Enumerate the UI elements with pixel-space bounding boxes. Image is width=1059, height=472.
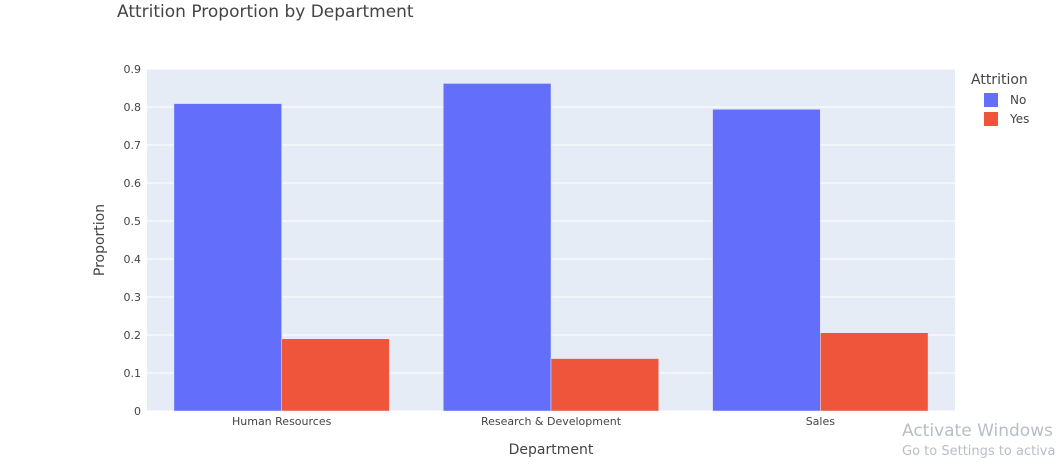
y-tick-label: 0.1	[124, 367, 142, 380]
x-tick-labels: Human Resources Research & Development Sal…	[232, 415, 835, 428]
bar-no-2	[712, 109, 821, 412]
legend-title: Attrition	[971, 72, 1028, 88]
x-axis-label: Department	[509, 442, 594, 458]
legend-item-yes[interactable]: Yes	[1009, 112, 1029, 126]
legend-item-no[interactable]: No	[1010, 93, 1026, 107]
y-tick-label: 0.8	[124, 101, 142, 114]
legend-swatch-no[interactable]	[984, 93, 998, 107]
legend-items: No Yes	[984, 93, 1029, 126]
legend: Attrition No Yes	[971, 72, 1029, 126]
y-tick-label: 0.6	[124, 177, 142, 190]
chart-title: Attrition Proportion by Department	[117, 2, 414, 22]
y-tick-label: 0.3	[124, 291, 142, 304]
x-tick-label: Human Resources	[232, 415, 332, 428]
legend-swatch-yes[interactable]	[984, 112, 998, 126]
y-tick-label: 0.7	[124, 139, 142, 152]
bar-series	[173, 83, 929, 412]
bar-no-0	[173, 103, 282, 412]
y-tick-label: 0.5	[124, 215, 142, 228]
y-tick-label: 0.9	[124, 63, 142, 76]
y-tick-labels: 0 0.1 0.2 0.3 0.4 0.5 0.6 0.7 0.8 0.9	[124, 63, 142, 418]
y-tick-label: 0.4	[124, 253, 142, 266]
y-axis-label: Proportion	[92, 204, 108, 276]
bar-no-1	[443, 83, 552, 412]
bar-yes-2	[820, 332, 929, 412]
y-tick-label: 0	[134, 405, 141, 418]
x-tick-label: Sales	[806, 415, 836, 428]
x-tick-label: Research & Development	[481, 415, 622, 428]
bar-yes-1	[550, 358, 659, 412]
y-tick-label: 0.2	[124, 329, 142, 342]
bar-yes-0	[281, 338, 390, 412]
